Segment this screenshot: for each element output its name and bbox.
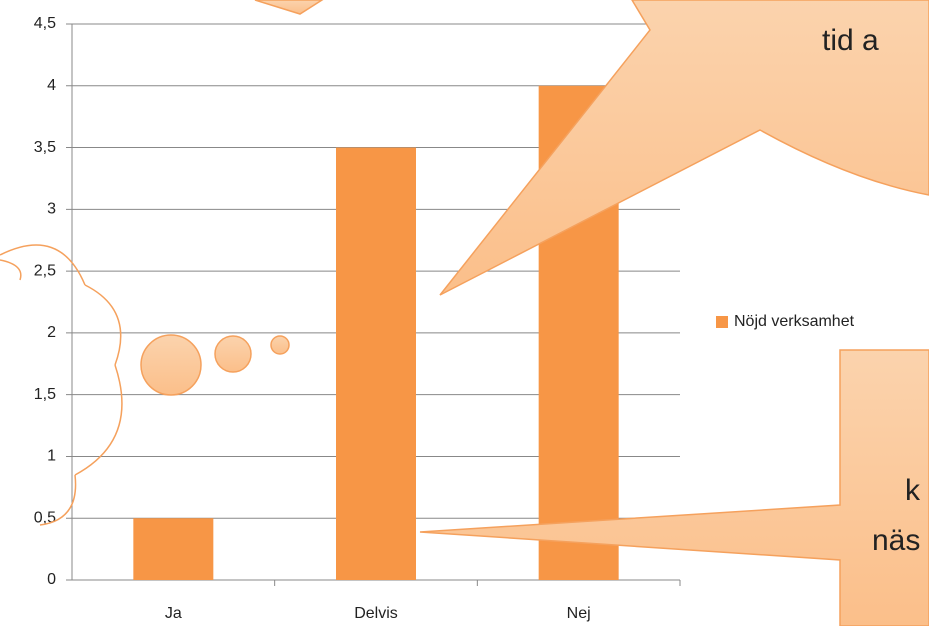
x-tick-label: Nej bbox=[567, 605, 591, 622]
x-tick-label: Ja bbox=[165, 605, 182, 622]
legend-label: Nöjd verksamhet bbox=[734, 313, 855, 330]
y-tick-label: 1 bbox=[47, 448, 56, 465]
y-tick-label: 4 bbox=[47, 77, 56, 94]
speech-callout bbox=[439, 0, 929, 296]
y-tick-label: 2 bbox=[47, 324, 56, 341]
thought-bubble bbox=[140, 334, 202, 396]
legend-swatch bbox=[716, 316, 728, 328]
y-tick-label: 3 bbox=[47, 201, 56, 218]
thought-bubble bbox=[214, 335, 252, 373]
callout-pointer bbox=[254, 0, 324, 15]
annotation: k bbox=[905, 474, 921, 507]
rect-callout bbox=[419, 349, 929, 626]
bar bbox=[336, 147, 416, 581]
x-tick-label: Delvis bbox=[354, 605, 398, 622]
annotation: tid a bbox=[822, 24, 879, 57]
y-tick-label: 3,5 bbox=[34, 139, 56, 156]
y-tick-label: 4,5 bbox=[34, 15, 56, 32]
thought-cloud bbox=[0, 244, 123, 526]
annotation: näs bbox=[872, 524, 920, 557]
y-tick-label: 1,5 bbox=[34, 386, 56, 403]
bar bbox=[133, 518, 214, 580]
y-tick-label: 0 bbox=[47, 571, 56, 588]
y-tick-label: 2,5 bbox=[34, 262, 56, 279]
thought-bubble bbox=[270, 335, 290, 355]
